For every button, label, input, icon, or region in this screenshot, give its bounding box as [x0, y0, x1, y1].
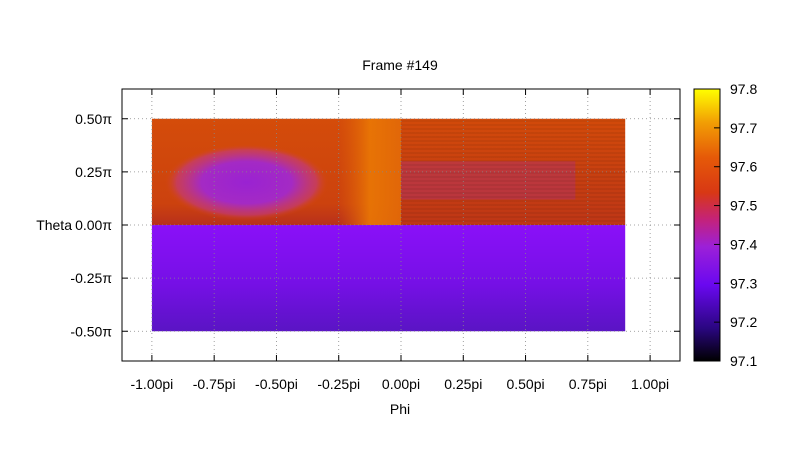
- grid-lines: [122, 89, 680, 361]
- colorbar-tick-label: 97.2: [730, 314, 757, 330]
- x-tick-label: -1.00pi: [130, 376, 173, 392]
- colorbar: [693, 88, 721, 362]
- colorbar-tick-label: 97.7: [730, 120, 757, 136]
- y-axis-label: Theta: [36, 217, 72, 233]
- colorbar-tick-label: 97.1: [730, 353, 757, 369]
- x-tick-label: 1.00pi: [631, 376, 669, 392]
- x-tick-label: 0.25pi: [444, 376, 482, 392]
- y-tick-label: 0.00π: [75, 217, 112, 233]
- heatmap-area: [151, 118, 626, 332]
- y-tick-label: -0.50π: [70, 323, 112, 339]
- chart-title: Frame #149: [362, 57, 438, 73]
- colorbar-tick-label: 97.4: [730, 236, 757, 252]
- colorbar-tick-label: 97.8: [730, 81, 757, 97]
- x-axis-label: Phi: [390, 401, 410, 417]
- region-ridge: [338, 118, 401, 225]
- colorbar-tick-label: 97.5: [730, 198, 757, 214]
- x-tick-label: -0.50pi: [255, 376, 298, 392]
- y-tick-label: -0.25π: [70, 270, 112, 286]
- x-tick-label: 0.50pi: [506, 376, 544, 392]
- x-tick-label: 0.75pi: [569, 376, 607, 392]
- x-tick-label: 0.00pi: [382, 376, 420, 392]
- y-tick-label: 0.25π: [75, 164, 112, 180]
- x-ticks: -1.00pi -0.75pi -0.50pi -0.25pi 0.00pi 0.25pi…: [130, 89, 669, 392]
- colorbar-ticks: 97.8 97.7 97.6 97.5 97.4 97.3 97.2 97.1: [714, 81, 757, 369]
- y-ticks: 0.50π 0.25π 0.00π -0.25π -0.50π: [70, 111, 680, 339]
- y-tick-label: 0.50π: [75, 111, 112, 127]
- colorbar-tick-label: 97.3: [730, 275, 757, 291]
- region-low-blob: [164, 144, 329, 221]
- colorbar-tick-label: 97.6: [730, 159, 757, 175]
- x-tick-label: -0.25pi: [317, 376, 360, 392]
- x-tick-label: -0.75pi: [193, 376, 236, 392]
